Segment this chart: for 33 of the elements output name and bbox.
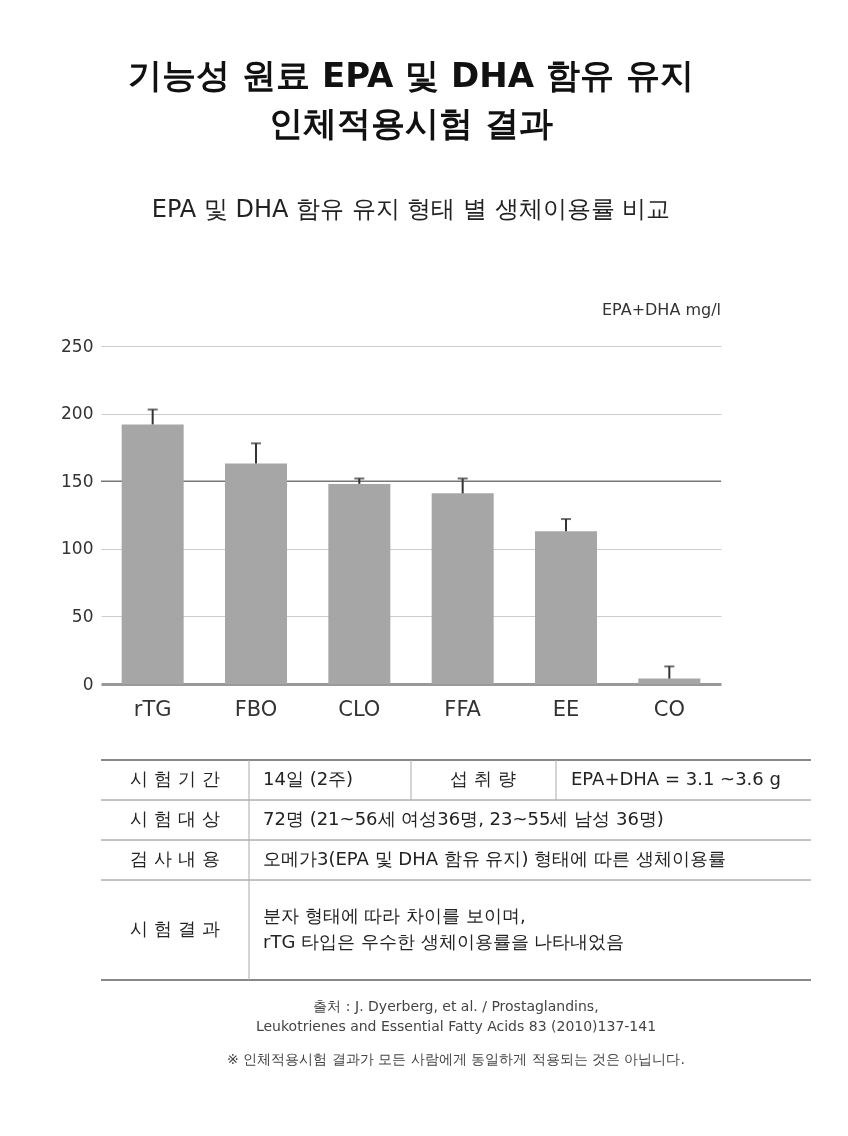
- y-axis-title: EPA+DHA mg/l: [601, 300, 721, 319]
- y-tick-label: 200: [61, 403, 94, 424]
- chart-subtitle: EPA 및 DHA 함유 유지 형태 별 생체이용률 비교: [151, 195, 671, 223]
- text: EPA+DHA = 3.1 ~3.6 g: [571, 768, 781, 789]
- text: 섭 취 량: [450, 768, 516, 789]
- text: 72명 (21~56세 여성36명, 23~55세 남성 36명): [263, 808, 664, 829]
- text: ※ 인체적용시험 결과가 모든 사람에게 동일하게 적용되는 것은 아닙니다.: [227, 1051, 685, 1067]
- text: 14일 (2주): [263, 768, 354, 789]
- text: 시 험 결 과: [130, 918, 220, 939]
- text: 분자 형태에 따라 차이를 보이며, rTG 타입은 우수한 생체이용률을 나타내었음: [263, 905, 625, 952]
- chart-title: 기능성 원료 EPA 및 DHA 함유 유지 인체적용시험 결과: [128, 55, 694, 143]
- bar: [328, 483, 391, 684]
- x-tick-label: CLO: [338, 696, 381, 721]
- text: 시 험 기 간: [130, 768, 220, 789]
- bar: [121, 424, 184, 684]
- y-tick-label: 0: [82, 673, 94, 694]
- x-tick-label: EE: [552, 696, 580, 721]
- text: 시 험 대 상: [130, 808, 220, 829]
- y-tick-label: 100: [61, 538, 94, 559]
- source-note: 출처 : J. Dyerberg, et al. / Prostaglandins, Leukotrienes and Essential Fatty Acids 83 (2010)137-141: [255, 998, 657, 1034]
- bar: [535, 531, 597, 684]
- text: 오메가3(EPA 및 DHA 함유 유지) 형태에 따른 생체이용률: [263, 848, 726, 869]
- x-tick-label: rTG: [133, 696, 172, 721]
- text: 검 사 내 용: [130, 848, 220, 869]
- y-tick-label: 250: [61, 335, 94, 356]
- x-tick-label: FBO: [234, 696, 278, 721]
- y-tick-label: 150: [61, 470, 94, 491]
- bar: [638, 678, 701, 684]
- x-tick-label: FFA: [444, 696, 482, 721]
- bar: [225, 463, 287, 684]
- bar: [431, 493, 494, 684]
- x-tick-label: CO: [653, 696, 685, 721]
- y-tick-label: 50: [71, 605, 94, 626]
